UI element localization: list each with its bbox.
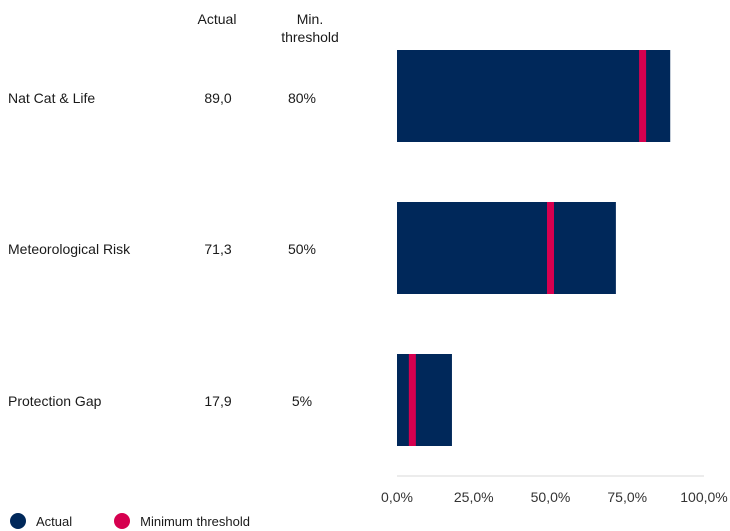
legend-swatch-minimum-threshold	[114, 513, 131, 529]
legend-label-minimum-threshold: Minimum threshold	[140, 513, 250, 529]
legend: Actual Minimum threshold	[10, 513, 292, 529]
row-label-nat-cat-life: Nat Cat & Life	[8, 90, 96, 106]
header-min-threshold-line2: threshold	[281, 29, 339, 45]
marker-threshold-nat-cat-life	[639, 50, 647, 142]
legend-item-actual: Actual	[10, 513, 72, 529]
x-tick-label: 75,0%	[607, 489, 647, 505]
header-min-threshold: Min. threshold	[268, 10, 352, 46]
row-threshold-nat-cat-life: 80%	[287, 90, 317, 106]
legend-swatch-actual	[10, 513, 26, 529]
row-threshold-meteorological-risk: 50%	[287, 241, 317, 257]
row-actual-nat-cat-life: 89,0	[204, 90, 232, 106]
x-tick-label: 100,0%	[680, 489, 727, 505]
header-min-threshold-line1: Min.	[296, 11, 324, 27]
bar-actual-protection-gap	[397, 354, 452, 446]
row-actual-protection-gap: 17,9	[204, 393, 232, 409]
x-tick-label: 50,0%	[531, 489, 571, 505]
row-label-meteorological-risk: Meteorological Risk	[8, 241, 131, 257]
marker-threshold-meteorological-risk	[547, 202, 554, 294]
x-tick-label: 0,0%	[381, 489, 413, 505]
bar-actual-meteorological-risk	[397, 202, 616, 294]
row-threshold-protection-gap: 5%	[291, 393, 313, 409]
bar-actual-nat-cat-life	[397, 50, 671, 142]
legend-item-minimum-threshold: Minimum threshold	[114, 513, 250, 529]
row-actual-meteorological-risk: 71,3	[204, 241, 232, 257]
row-label-protection-gap: Protection Gap	[8, 393, 102, 409]
marker-threshold-protection-gap	[408, 354, 416, 446]
x-tick-label: 25,0%	[454, 489, 494, 505]
header-actual: Actual	[197, 11, 237, 27]
legend-label-actual: Actual	[36, 513, 73, 529]
